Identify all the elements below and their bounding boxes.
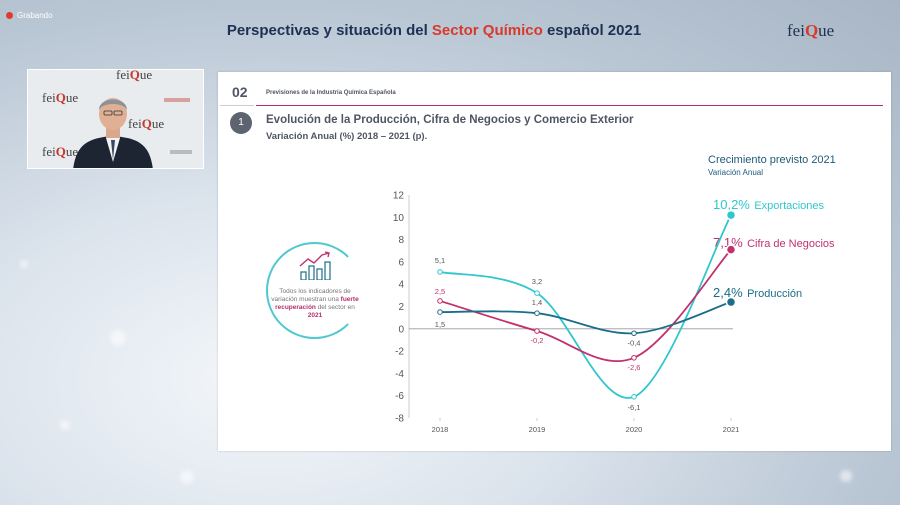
data-label-cifra: -0,2 [531, 336, 544, 345]
x-tick-label: 2020 [626, 425, 643, 434]
title-post: español 2021 [542, 22, 642, 39]
section-title: Previsiones de la Industria Química Espa… [266, 90, 396, 96]
line-chart: 12 10 8 6 4 2 0 -2 -4 -6 -8 2018 2019 2020 2021 5,1 3,2 -… [393, 191, 740, 435]
growth-chart-icon [299, 251, 331, 280]
background-bokeh [60, 420, 70, 430]
x-tick-label: 2019 [529, 425, 546, 434]
section-number: 02 [232, 84, 248, 100]
background-bokeh [180, 470, 194, 484]
backdrop-logo: feiQue [128, 116, 165, 131]
data-label-produccion: -0,4 [628, 338, 641, 347]
growth-pct: 10,2% [713, 197, 750, 212]
record-dot-icon [6, 12, 13, 19]
webcam-video[interactable]: feiQue feiQue feiQue feiQue [27, 69, 204, 169]
presentation-slide: 02 Previsiones de la Industria Química E… [218, 72, 891, 451]
data-point-cifra [437, 298, 443, 304]
data-label-produccion: 1,5 [435, 320, 445, 329]
chart-title: Evolución de la Producción, Cifra de Neg… [266, 114, 634, 126]
data-point-produccion [725, 296, 737, 308]
recording-label: Grabando [17, 11, 53, 20]
page-title: Perspectivas y situación del Sector Quím… [0, 22, 868, 39]
y-tick-label: 10 [393, 213, 405, 224]
backdrop-decoration [170, 150, 192, 154]
y-tick-label: -6 [395, 391, 404, 402]
y-tick-label: 12 [393, 191, 405, 202]
growth-label-produccion: 2,4% Producción [713, 284, 802, 302]
background-bokeh [20, 260, 28, 268]
backdrop-decoration [164, 98, 190, 102]
info-text: Todos los indicadores de variación muest… [271, 288, 359, 319]
background-bokeh [840, 470, 852, 482]
y-tick-label: 0 [398, 324, 404, 335]
y-tick-label: -8 [395, 414, 404, 425]
data-point-exportaciones [534, 290, 540, 296]
growth-name: Cifra de Negocios [747, 238, 835, 250]
data-point-produccion [631, 330, 637, 337]
y-tick-label: 4 [398, 280, 404, 291]
backdrop-logo: feiQue [116, 69, 153, 82]
data-label-cifra: 2,5 [435, 287, 445, 296]
info-circle [266, 242, 363, 339]
data-point-cifra [631, 354, 637, 361]
feique-logo: feiQue [787, 21, 835, 40]
data-label-produccion: 1,4 [532, 298, 542, 307]
backdrop-logo: feiQue [42, 144, 79, 159]
data-point-exportaciones [725, 209, 737, 221]
y-tick-label: 2 [398, 302, 404, 313]
chart-subtitle: Variación Anual (%) 2018 – 2021 (p). [266, 131, 428, 142]
data-point-produccion [437, 309, 443, 315]
data-label-exportaciones: -6,1 [628, 403, 641, 412]
data-point-exportaciones [631, 394, 637, 400]
data-label-exportaciones: 5,1 [435, 256, 445, 265]
recording-indicator: Grabando [6, 11, 53, 20]
growth-name: Producción [747, 288, 803, 300]
data-point-produccion [534, 310, 540, 316]
y-tick-label: 6 [398, 257, 404, 268]
data-point-cifra [534, 328, 540, 334]
growth-label-exportaciones: 10,2% Exportaciones [713, 196, 824, 214]
y-tick-label: -4 [395, 369, 404, 380]
step-badge: 1 [230, 112, 252, 134]
data-point-exportaciones [437, 269, 443, 275]
growth-pct: 2,4% [713, 285, 743, 300]
series-line-produccion [439, 301, 732, 335]
data-point-cifra [725, 244, 737, 255]
y-tick-label: -2 [395, 347, 404, 358]
x-tick-label: 2018 [432, 425, 449, 434]
series-line-cifra [439, 249, 732, 363]
section-divider [256, 105, 883, 106]
title-highlight: Sector Químico [431, 22, 543, 39]
section-divider [220, 105, 254, 106]
y-tick-label: 8 [398, 235, 404, 246]
growth-name: Exportaciones [754, 200, 825, 212]
data-label-exportaciones: 3,2 [532, 277, 542, 286]
speaker-figure [73, 98, 153, 168]
growth-subtitle: Variación Anual [708, 168, 763, 177]
data-label-cifra: -2,6 [628, 363, 641, 372]
backdrop-logo: feiQue [42, 90, 79, 105]
title-pre: Perspectivas y situación del [226, 22, 432, 39]
background-bokeh [110, 330, 126, 346]
x-tick-label: 2021 [723, 425, 740, 434]
growth-title: Crecimiento previsto 2021 [708, 154, 836, 166]
